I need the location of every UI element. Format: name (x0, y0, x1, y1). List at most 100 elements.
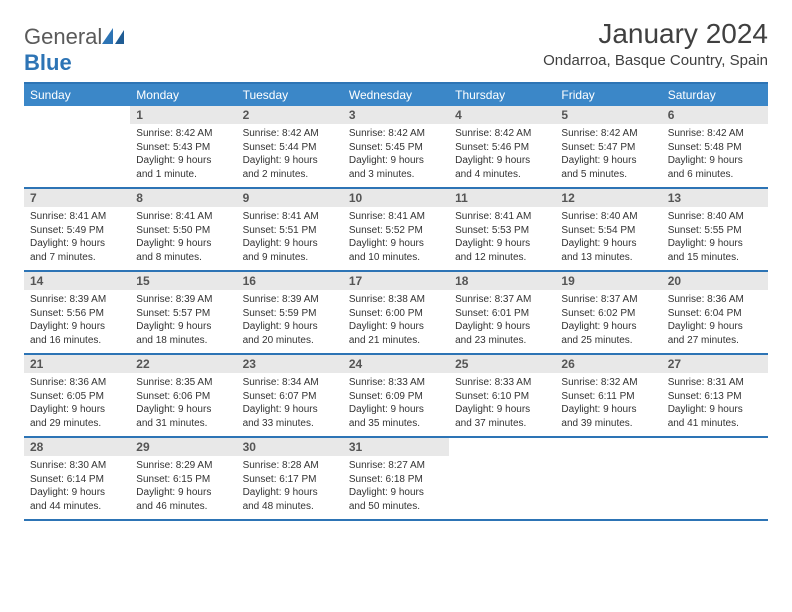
day-cell (449, 438, 555, 519)
day-cell: 2Sunrise: 8:42 AMSunset: 5:44 PMDaylight… (237, 106, 343, 187)
dow-wed: Wednesday (343, 84, 449, 106)
day-cell: 7Sunrise: 8:41 AMSunset: 5:49 PMDaylight… (24, 189, 130, 270)
day-cell: 6Sunrise: 8:42 AMSunset: 5:48 PMDaylight… (662, 106, 768, 187)
day-cell: 5Sunrise: 8:42 AMSunset: 5:47 PMDaylight… (555, 106, 661, 187)
sunrise-text: Sunrise: 8:39 AM (243, 293, 337, 307)
logo-text-blue: Blue (24, 50, 72, 75)
day-number: 31 (343, 438, 449, 456)
day-cell: 25 Sunrise: 8:33 AMSunset: 6:10 PMDayligh… (449, 355, 555, 436)
sunrise-text: Sunrise: 8:28 AM (243, 459, 337, 473)
day-cell: 16Sunrise: 8:39 AMSunset: 5:59 PMDayligh… (237, 272, 343, 353)
month-title: January 2024 (543, 18, 768, 50)
day-number: 7 (24, 189, 130, 207)
dow-mon: Monday (130, 84, 236, 106)
sunset-text: Sunset: 5:46 PM (455, 141, 549, 155)
sunrise-text: Sunrise: 8:42 AM (136, 127, 230, 141)
day-cell: 27Sunrise: 8:31 AMSunset: 6:13 PMDayligh… (662, 355, 768, 436)
sunrise-text: Sunrise: 8:41 AM (455, 210, 549, 224)
daylight-text: Daylight: 9 hours and 35 minutes. (349, 403, 443, 430)
sunset-text: Sunset: 6:10 PM (455, 390, 549, 404)
daylight-text: Daylight: 9 hours and 20 minutes. (243, 320, 337, 347)
day-cell: 19Sunrise: 8:37 AMSunset: 6:02 PMDayligh… (555, 272, 661, 353)
daylight-text: Daylight: 9 hours and 37 minutes. (455, 403, 549, 430)
sunrise-text: Sunrise: 8:41 AM (349, 210, 443, 224)
sunset-text: Sunset: 6:17 PM (243, 473, 337, 487)
daylight-text: Daylight: 9 hours and 44 minutes. (30, 486, 124, 513)
sunset-text: Sunset: 6:09 PM (349, 390, 443, 404)
day-body: Sunrise: 8:41 AMSunset: 5:49 PMDaylight:… (24, 207, 130, 270)
daylight-text: Daylight: 9 hours and 41 minutes. (668, 403, 762, 430)
day-body (662, 456, 768, 514)
sunrise-text: Sunrise: 8:40 AM (561, 210, 655, 224)
day-number: 18 (449, 272, 555, 290)
sunrise-text: Sunrise: 8:29 AM (136, 459, 230, 473)
sunset-text: Sunset: 5:44 PM (243, 141, 337, 155)
sunset-text: Sunset: 5:53 PM (455, 224, 549, 238)
daylight-text: Daylight: 9 hours and 31 minutes. (136, 403, 230, 430)
day-body: Sunrise: 8:32 AMSunset: 6:11 PMDaylight:… (555, 373, 661, 436)
dow-tue: Tuesday (237, 84, 343, 106)
sunset-text: Sunset: 5:59 PM (243, 307, 337, 321)
day-body: Sunrise: 8:30 AMSunset: 6:14 PMDaylight:… (24, 456, 130, 519)
sunset-text: Sunset: 6:14 PM (30, 473, 124, 487)
sunrise-text: Sunrise: 8:32 AM (561, 376, 655, 390)
sunset-text: Sunset: 6:11 PM (561, 390, 655, 404)
day-number: 30 (237, 438, 343, 456)
day-number: 17 (343, 272, 449, 290)
day-cell: 13Sunrise: 8:40 AMSunset: 5:55 PMDayligh… (662, 189, 768, 270)
sunset-text: Sunset: 5:47 PM (561, 141, 655, 155)
daylight-text: Daylight: 9 hours and 33 minutes. (243, 403, 337, 430)
sunrise-text: Sunrise: 8:33 AM (455, 376, 549, 390)
day-body: Sunrise: 8:40 AMSunset: 5:55 PMDaylight:… (662, 207, 768, 270)
week-row: 1Sunrise: 8:42 AMSunset: 5:43 PMDaylight… (24, 106, 768, 189)
day-body: Sunrise: 8:41 AMSunset: 5:50 PMDaylight:… (130, 207, 236, 270)
day-cell: 8Sunrise: 8:41 AMSunset: 5:50 PMDaylight… (130, 189, 236, 270)
sunrise-text: Sunrise: 8:42 AM (243, 127, 337, 141)
day-number: 25 (449, 355, 555, 373)
week-row: 7Sunrise: 8:41 AMSunset: 5:49 PMDaylight… (24, 189, 768, 272)
sunset-text: Sunset: 5:57 PM (136, 307, 230, 321)
day-cell: 9Sunrise: 8:41 AMSunset: 5:51 PMDaylight… (237, 189, 343, 270)
daylight-text: Daylight: 9 hours and 7 minutes. (30, 237, 124, 264)
day-body: Sunrise: 8:37 AMSunset: 6:01 PMDaylight:… (449, 290, 555, 353)
sunset-text: Sunset: 5:45 PM (349, 141, 443, 155)
day-body: Sunrise: 8:39 AMSunset: 5:59 PMDaylight:… (237, 290, 343, 353)
day-cell (555, 438, 661, 519)
day-body: Sunrise: 8:28 AMSunset: 6:17 PMDaylight:… (237, 456, 343, 519)
day-cell: 24Sunrise: 8:33 AMSunset: 6:09 PMDayligh… (343, 355, 449, 436)
day-number: 28 (24, 438, 130, 456)
dow-sat: Saturday (662, 84, 768, 106)
week-row: 28Sunrise: 8:30 AMSunset: 6:14 PMDayligh… (24, 438, 768, 521)
dow-fri: Friday (555, 84, 661, 106)
sunrise-text: Sunrise: 8:42 AM (668, 127, 762, 141)
daylight-text: Daylight: 9 hours and 46 minutes. (136, 486, 230, 513)
day-number: 14 (24, 272, 130, 290)
day-number: 11 (449, 189, 555, 207)
sunset-text: Sunset: 5:48 PM (668, 141, 762, 155)
location: Ondarroa, Basque Country, Spain (543, 52, 768, 69)
daylight-text: Daylight: 9 hours and 50 minutes. (349, 486, 443, 513)
daylight-text: Daylight: 9 hours and 5 minutes. (561, 154, 655, 181)
day-number: 24 (343, 355, 449, 373)
day-number (24, 106, 130, 124)
day-cell: 30Sunrise: 8:28 AMSunset: 6:17 PMDayligh… (237, 438, 343, 519)
day-body: Sunrise: 8:42 AMSunset: 5:48 PMDaylight:… (662, 124, 768, 187)
day-body: Sunrise: 8:33 AMSunset: 6:09 PMDaylight:… (343, 373, 449, 436)
day-number: 16 (237, 272, 343, 290)
daylight-text: Daylight: 9 hours and 16 minutes. (30, 320, 124, 347)
sunrise-text: Sunrise: 8:42 AM (349, 127, 443, 141)
sunrise-text: Sunrise: 8:36 AM (668, 293, 762, 307)
daylight-text: Daylight: 9 hours and 27 minutes. (668, 320, 762, 347)
dow-thu: Thursday (449, 84, 555, 106)
sunrise-text: Sunrise: 8:39 AM (30, 293, 124, 307)
sunrise-text: Sunrise: 8:34 AM (243, 376, 337, 390)
daylight-text: Daylight: 9 hours and 2 minutes. (243, 154, 337, 181)
sunrise-text: Sunrise: 8:30 AM (30, 459, 124, 473)
day-number: 6 (662, 106, 768, 124)
day-number: 27 (662, 355, 768, 373)
day-cell: 18Sunrise: 8:37 AMSunset: 6:01 PMDayligh… (449, 272, 555, 353)
daylight-text: Daylight: 9 hours and 1 minute. (136, 154, 230, 181)
day-number: 10 (343, 189, 449, 207)
daylight-text: Daylight: 9 hours and 9 minutes. (243, 237, 337, 264)
day-body: Sunrise: 8:36 AMSunset: 6:05 PMDaylight:… (24, 373, 130, 436)
